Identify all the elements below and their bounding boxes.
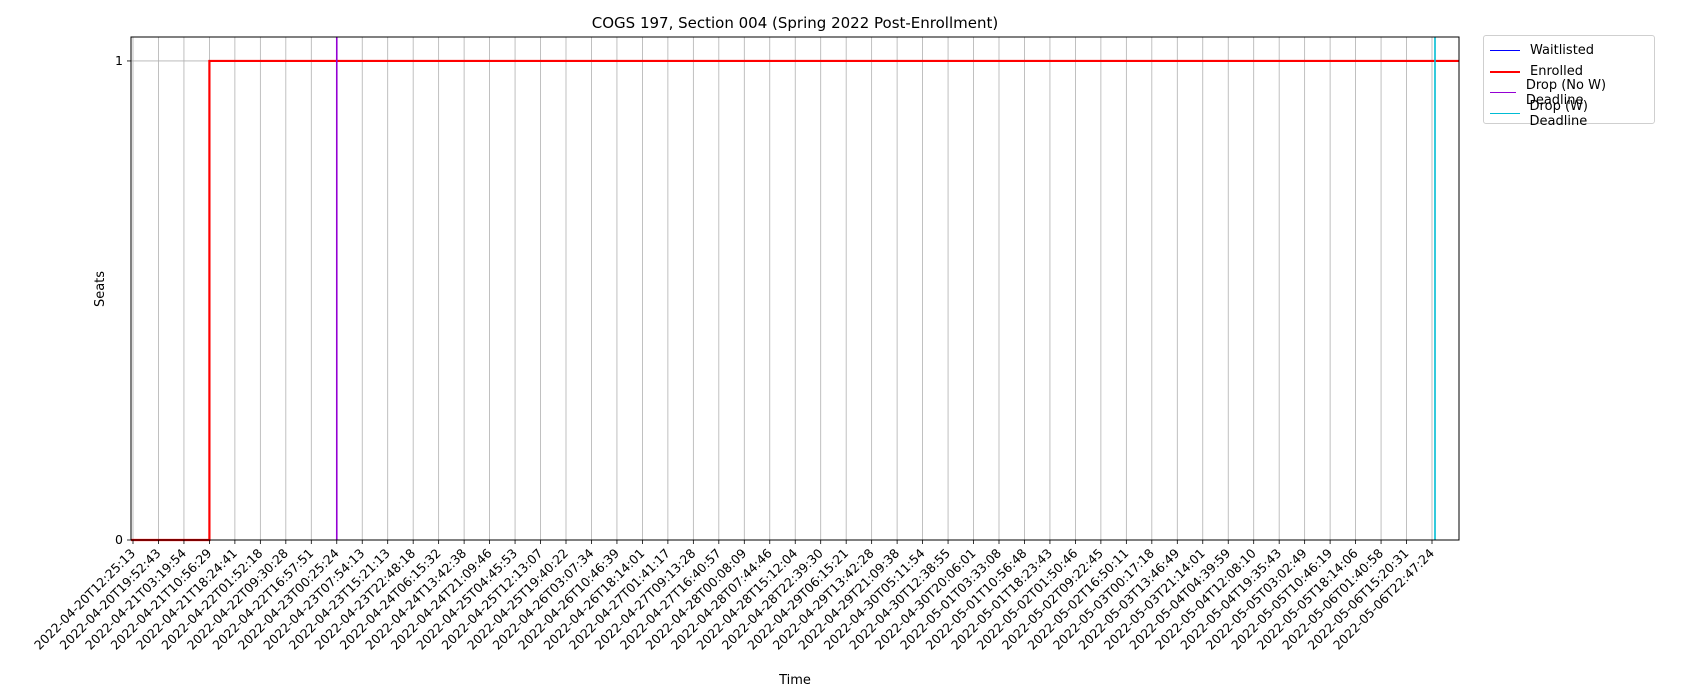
legend-label: Enrolled <box>1530 64 1583 79</box>
legend-item-waitlisted: Waitlisted <box>1490 40 1648 61</box>
y-tick-label: 0 <box>115 532 123 547</box>
chart-title: COGS 197, Section 004 (Spring 2022 Post-… <box>592 14 998 32</box>
legend-item-enrolled: Enrolled <box>1490 61 1648 82</box>
legend-item-drop-w-deadline: Drop (W) Deadline <box>1490 99 1648 129</box>
y-tick-label: 1 <box>115 53 123 68</box>
y-axis: 01 <box>115 53 131 547</box>
legend: Waitlisted Enrolled Drop (No W) Deadline… <box>1483 35 1655 129</box>
legend-swatch-enrolled <box>1490 70 1520 73</box>
deadline-lines <box>335 37 1436 540</box>
legend-swatch-drop-w <box>1490 113 1520 114</box>
y-axis-label: Seats <box>93 271 108 307</box>
x-axis-label: Time <box>778 673 811 688</box>
legend-swatch-drop-no-w <box>1490 92 1516 93</box>
x-axis: 2022-04-20T12:25:132022-04-20T19:52:4320… <box>31 540 1437 653</box>
legend-label: Drop (W) Deadline <box>1529 98 1588 129</box>
legend-label: Waitlisted <box>1530 43 1595 58</box>
legend-swatch-waitlisted <box>1490 50 1520 51</box>
legend-item-drop-no-w-deadline: Drop (No W) Deadline <box>1490 78 1648 108</box>
legend-label: Drop (No W) Deadline <box>1525 77 1607 108</box>
grid <box>131 37 1459 541</box>
